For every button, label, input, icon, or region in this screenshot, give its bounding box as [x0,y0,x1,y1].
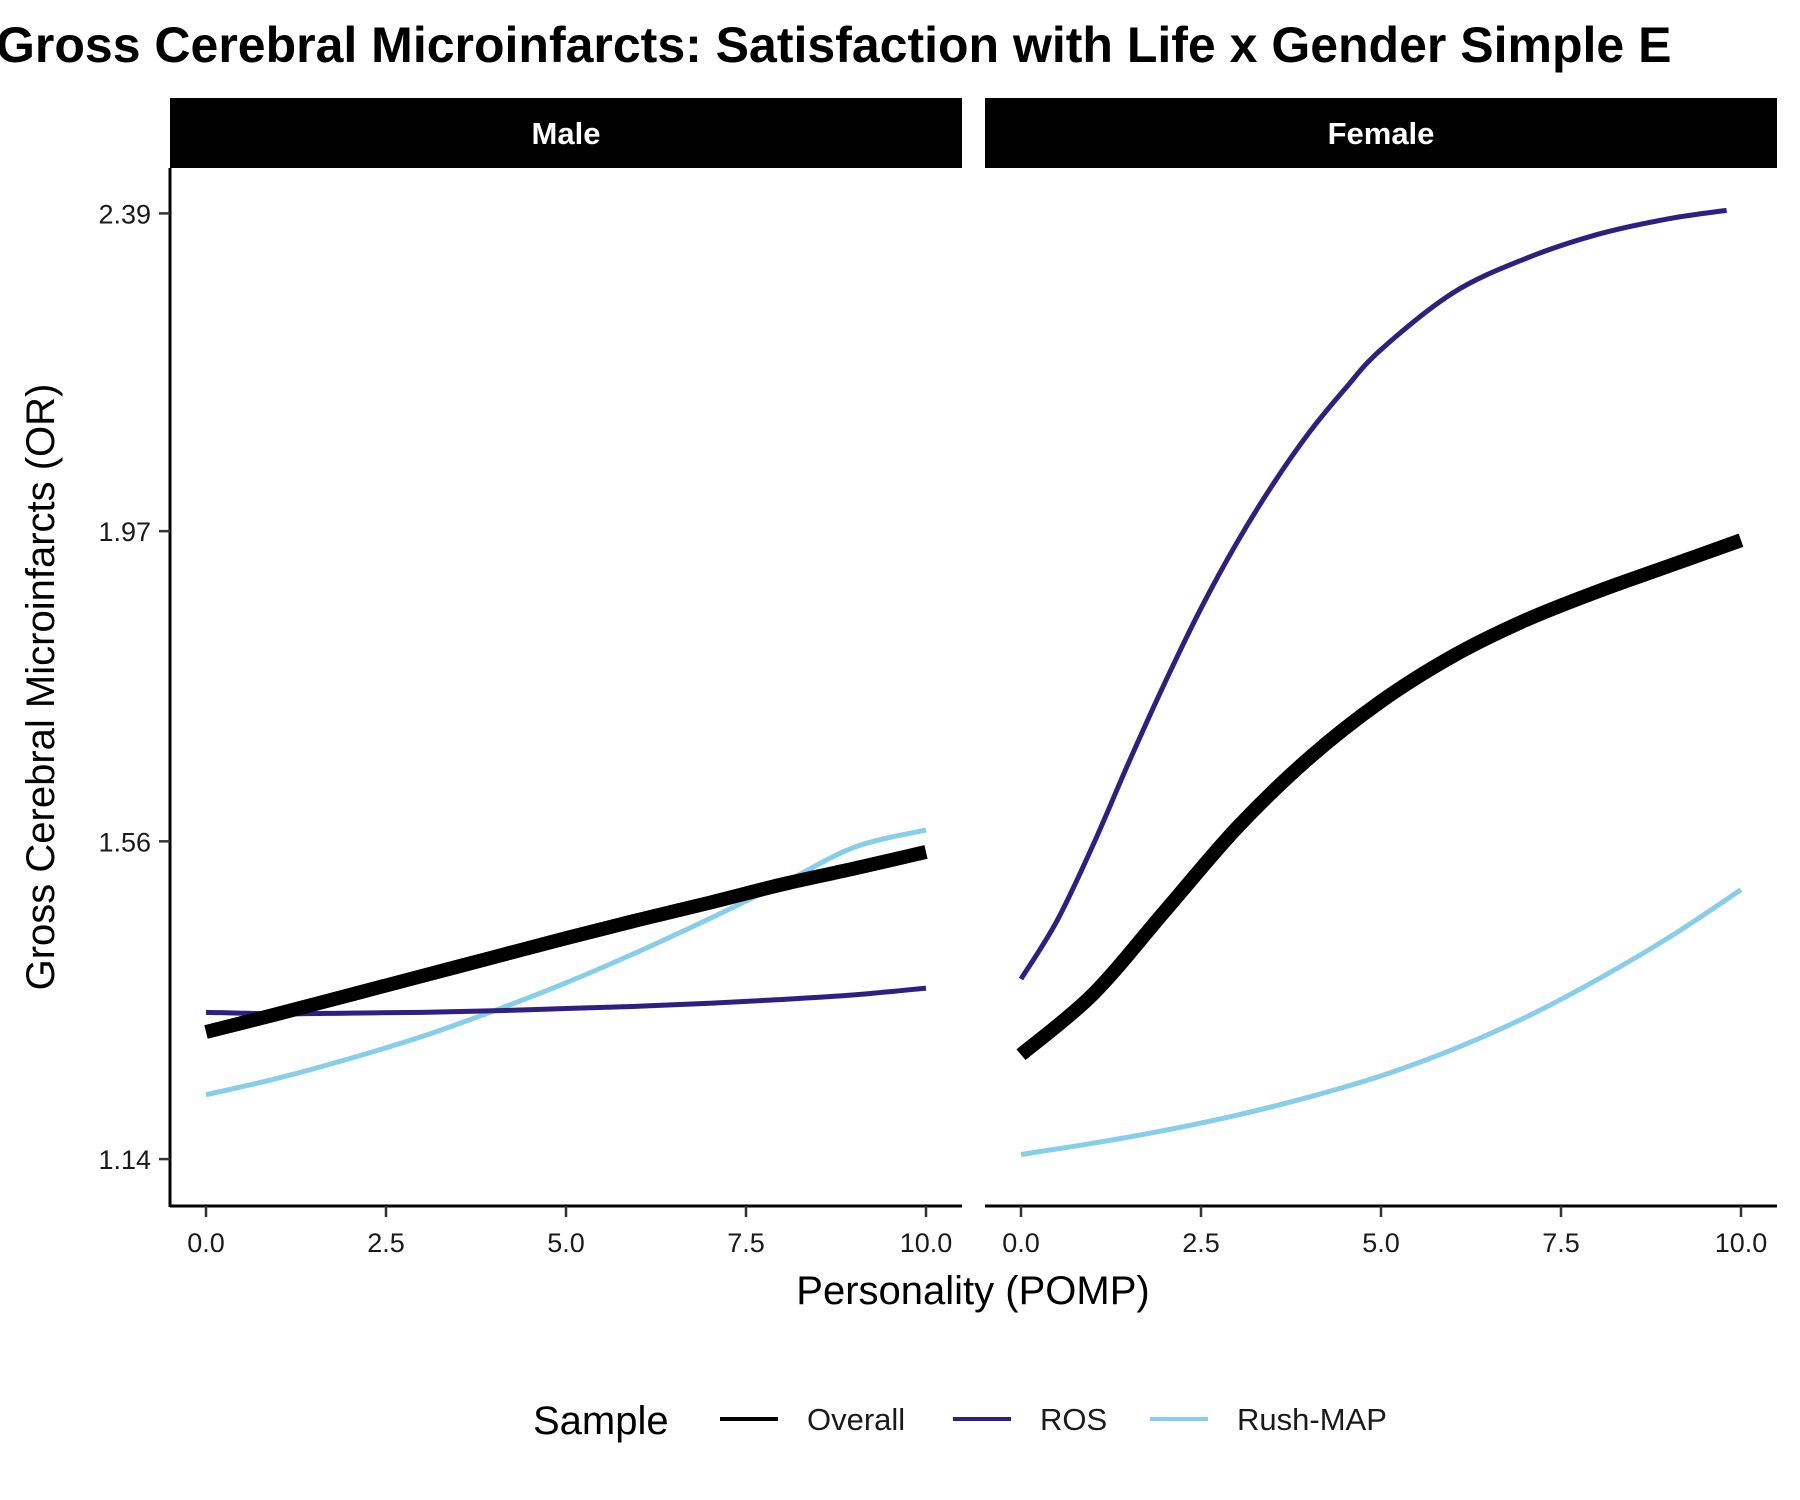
y-tick-label: 2.39 [98,199,151,229]
x-tick-label: 10.0 [900,1228,953,1258]
x-tick-label: 0.0 [1002,1228,1040,1258]
x-tick-label: 7.5 [727,1228,765,1258]
strip-label-female: Female [1328,116,1435,151]
series-group-female [1016,207,1744,1158]
panel-male: Male 1.14 1.56 1.97 2.39 0.0 2.5 5.0 7.5 10.0 [98,98,962,1258]
legend-title: Sample [533,1399,669,1443]
chart-title: Gross Cerebral Microinfarcts: Satisfacti… [0,17,1671,73]
series-line-female-rush-map [1020,887,1743,1158]
x-tick-label: 0.0 [187,1228,225,1258]
y-tick-label: 1.14 [98,1145,151,1175]
x-tick-label: 2.5 [1182,1228,1220,1258]
series-line-female-overall [1016,533,1744,1061]
x-tick-label: 10.0 [1715,1228,1768,1258]
series-group-male [204,827,928,1098]
x-tick-label: 5.0 [1362,1228,1400,1258]
panel-female: Female 0.0 2.5 5.0 7.5 10.0 [985,98,1777,1258]
strip-label-male: Male [532,116,601,151]
y-tick-label: 1.97 [98,517,151,547]
series-line-female-ros [1018,207,1727,981]
y-ticks: 1.14 1.56 1.97 2.39 [98,199,170,1175]
legend-entries: Overall ROS Rush-MAP [720,1402,1387,1437]
x-tick-label: 7.5 [1542,1228,1580,1258]
x-axis-title: Personality (POMP) [796,1269,1149,1313]
x-tick-label: 5.0 [547,1228,585,1258]
series-line-male-ros [205,985,927,1017]
legend: Sample Overall ROS Rush-MAP [533,1399,1387,1443]
x-ticks-female: 0.0 2.5 5.0 7.5 10.0 [1002,1206,1767,1258]
y-tick-label: 1.56 [98,827,151,857]
y-axis-title: Gross Cerebral Microinfarcts (OR) [19,384,63,991]
legend-label-ros: ROS [1040,1402,1107,1437]
legend-label-rush-map: Rush-MAP [1237,1402,1387,1437]
strip-male [170,98,962,168]
strip-female [985,98,1777,168]
legend-label-overall: Overall [807,1402,905,1437]
x-ticks-male: 0.0 2.5 5.0 7.5 10.0 [187,1206,952,1258]
series-line-male-overall [204,845,928,1039]
x-tick-label: 2.5 [367,1228,405,1258]
